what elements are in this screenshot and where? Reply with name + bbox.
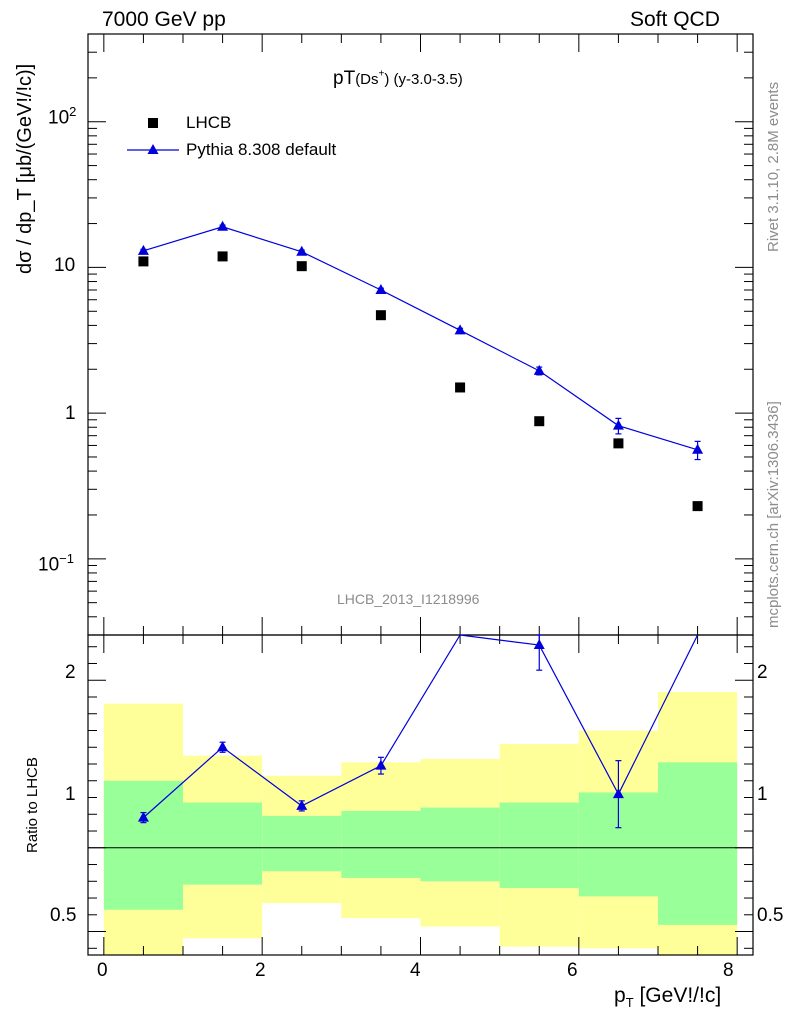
legend-mc-marker: [147, 144, 159, 154]
green-band-bin: [183, 802, 263, 885]
mc-point: [454, 324, 466, 335]
y-tick-label: 10−1: [38, 551, 74, 576]
ratio-point: [612, 788, 624, 799]
rivet-label: Rivet 3.1.10, 2.8M events: [765, 81, 782, 252]
green-band-bin: [420, 807, 500, 882]
ratio-y-tick-label: 1: [65, 784, 76, 805]
chart-title-main: pT: [333, 68, 356, 89]
x-axis-label-sub: T: [625, 995, 634, 1011]
ratio-point: [137, 811, 149, 822]
mc-point: [217, 220, 229, 231]
axis-ticks: [88, 33, 753, 955]
mc-point: [375, 283, 387, 294]
ratio-point: [375, 759, 387, 770]
green-band-bin: [341, 810, 421, 878]
green-band-bin: [262, 815, 342, 872]
data-point: [534, 416, 545, 427]
ratio-y-tick-label-right: 2: [757, 662, 768, 683]
x-tick-label: 2: [255, 960, 266, 981]
data-series-main: [138, 251, 703, 512]
x-axis-label: pT [GeV!/!c]: [614, 984, 721, 1010]
ratio-y-tick-label: 0.5: [50, 905, 77, 926]
mc-point: [533, 364, 545, 375]
mc-series-ratio: [137, 634, 699, 829]
ratio-point: [296, 799, 308, 810]
mc-point: [137, 244, 149, 255]
data-point: [613, 438, 624, 449]
x-axis-label-tail: [GeV!/!c]: [633, 984, 722, 1007]
header-left: 7000 GeV pp: [102, 8, 226, 31]
data-point: [375, 310, 386, 321]
ratio-y-tick-label: 2: [65, 662, 76, 683]
ratio-line: [143, 634, 699, 819]
ratio-y-tick-label-right: 1: [757, 784, 768, 805]
y-tick-label: 1: [65, 403, 76, 424]
green-band-bin: [658, 762, 738, 925]
chart-title-sub: (Ds: [355, 71, 379, 88]
data-point: [692, 501, 703, 512]
ratio-y-tick-label-right: 0.5: [757, 905, 784, 926]
y-tick-label: 10: [54, 255, 76, 276]
ratio-point: [217, 741, 229, 752]
mc-point: [692, 443, 704, 454]
mc-series-main: [137, 220, 704, 461]
data-point: [296, 261, 307, 272]
green-band-bin: [499, 802, 579, 888]
header-right: Soft QCD: [630, 8, 720, 31]
data-point: [217, 251, 228, 262]
mc-line: [143, 226, 698, 451]
ratio-point: [533, 639, 545, 650]
ratio-y-axis-label: Ratio to LHCB: [24, 757, 41, 853]
data-point: [138, 256, 149, 267]
analysis-label: LHCB_2013_I1218996: [337, 591, 480, 607]
y-tick-label: 102: [48, 104, 77, 129]
legend-data-marker: [148, 118, 158, 128]
x-tick-label: 0: [97, 960, 108, 981]
x-tick-label: 4: [410, 960, 421, 981]
ratio-bands: [103, 691, 738, 955]
mc-point: [612, 419, 624, 430]
x-axis-label-main: p: [614, 984, 626, 1007]
chart-title: pT(Ds+) (y-3.0-3.5): [333, 68, 463, 90]
x-tick-label: 6: [567, 960, 578, 981]
mc-point: [296, 245, 308, 256]
legend-data-label: LHCB: [186, 113, 232, 132]
chart-title-tail: ) (y-3.0-3.5): [384, 71, 463, 88]
legend: [127, 118, 179, 154]
y-axis-label: dσ / dp_T [μb/(GeV!/!c)]: [14, 63, 36, 274]
mcplots-label: mcplots.cern.ch [arXiv:1306.3436]: [765, 401, 782, 628]
data-point: [455, 382, 466, 393]
green-band-bin: [103, 780, 183, 910]
x-tick-label: 8: [723, 960, 734, 981]
legend-mc-label: Pythia 8.308 default: [186, 140, 337, 159]
chart-title-sup: +: [378, 68, 385, 80]
